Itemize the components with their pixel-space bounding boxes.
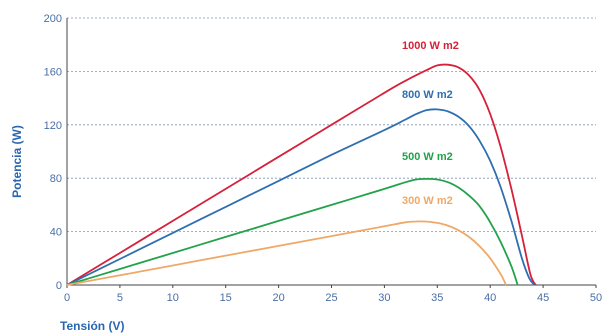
series-line [66,220,507,286]
series-label: 1000 W m2 [402,40,459,52]
series-line [66,63,537,286]
y-tick-labels: 0 40 80 120 160 200 [44,13,62,292]
x-tick-label: 20 [272,292,284,304]
x-tick-label: 15 [220,292,232,304]
x-tick-label: 5 [117,292,123,304]
x-tick-labels: 0 5 10 15 20 25 30 35 40 45 50 [64,285,602,304]
y-tick-label: 0 [56,280,62,292]
y-tick-label: 120 [44,120,62,132]
x-tick-label: 45 [537,292,549,304]
series-labels: 1000 W m2 800 W m2 500 W m2 300 W m2 [402,40,459,207]
y-tick-label: 160 [44,66,62,78]
series-lines [66,63,537,286]
x-tick-label: 10 [167,292,179,304]
series-label: 300 W m2 [402,195,453,207]
series-label: 500 W m2 [402,151,453,163]
x-axis-title: Tensión (V) [60,319,124,333]
y-tick-label: 200 [44,13,62,25]
y-tick-label: 40 [50,227,62,239]
y-axis-title: Potencia (W) [10,125,24,198]
series-line [66,108,536,286]
series-line [66,178,519,286]
x-tick-label: 35 [431,292,443,304]
x-tick-label: 40 [484,292,496,304]
x-tick-label: 25 [325,292,337,304]
x-tick-label: 30 [378,292,390,304]
x-tick-label: 50 [590,292,602,304]
y-tick-label: 80 [50,173,62,185]
x-tick-label: 0 [64,292,70,304]
series-label: 800 W m2 [402,89,453,101]
